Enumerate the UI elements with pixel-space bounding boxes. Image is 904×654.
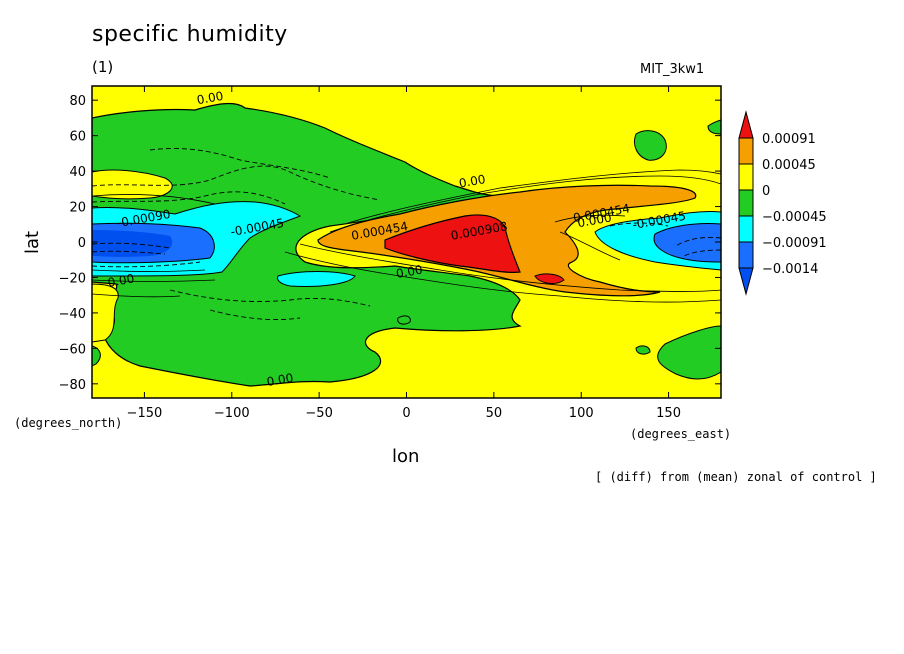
colorbar-swatch	[738, 241, 754, 269]
y-tick-label: −80	[59, 378, 86, 393]
run-name: MIT_3kw1	[640, 62, 705, 77]
colorbar-label: −0.00045	[762, 210, 827, 225]
colorbar-label: −0.0014	[762, 262, 818, 277]
field-red-small	[534, 273, 565, 284]
colorbar-label: 0	[762, 184, 770, 199]
colorbar-top-arrow	[738, 110, 754, 139]
positive-contours	[92, 169, 721, 303]
plot-area	[92, 86, 721, 398]
y-tick-label: −60	[59, 342, 86, 357]
colorbar-swatch	[738, 189, 754, 217]
y-tick-label: 40	[69, 165, 86, 180]
x-tick-label: 150	[656, 406, 681, 421]
field-red	[384, 214, 521, 273]
contour-label: 0.00	[266, 371, 295, 389]
y-tick-label: −20	[59, 271, 86, 286]
lat-unit-label: (degrees_north)	[14, 416, 123, 430]
contour-label: 0.00	[107, 271, 136, 289]
colorbar: 0.00091 0.00045 0 −0.00045 −0.00091 −0.0014	[738, 110, 827, 296]
field-blue-east	[653, 223, 721, 263]
x-tick-label: −150	[127, 406, 163, 421]
x-tick-label: 100	[569, 406, 594, 421]
colorbar-swatch	[738, 215, 754, 243]
field-green-blob-sw	[92, 345, 101, 367]
field-green-small-1	[397, 315, 411, 325]
field-green-main	[92, 102, 522, 387]
contour-label: 0.00	[196, 89, 225, 107]
x-tick-label: −50	[305, 406, 332, 421]
field-cyan-patch	[277, 271, 356, 287]
y-tick-label: −40	[59, 307, 86, 322]
colorbar-bottom-arrow	[738, 267, 754, 296]
y-tick-label: 80	[69, 94, 86, 109]
lon-unit-label: (degrees_east)	[630, 427, 732, 441]
field-yellow-sw	[92, 283, 119, 343]
field-green-small-2	[635, 345, 651, 355]
chart-subtitle: (1)	[92, 58, 114, 76]
x-tick-label: −100	[214, 406, 250, 421]
axis-ticks	[92, 86, 721, 398]
y-tick-label: 20	[69, 201, 86, 216]
field-green-ne	[634, 130, 667, 161]
field-green-ne-edge	[707, 119, 721, 135]
contour-label: 0.00	[395, 263, 424, 281]
negative-contours	[92, 148, 721, 320]
y-tick-label: 0	[78, 236, 86, 251]
y-tick-label: 60	[69, 130, 86, 145]
x-tick-label: 0	[402, 406, 410, 421]
field-yellow-island	[92, 169, 173, 200]
colorbar-swatch	[738, 163, 754, 191]
footnote: [ (diff) from (mean) zonal of control ]	[595, 470, 877, 484]
contour-label: 0.00	[458, 172, 487, 190]
x-axis-label: lon	[392, 446, 420, 467]
contour-label: 0.000	[576, 210, 612, 230]
colorbar-swatch	[738, 137, 754, 165]
colorbar-label: −0.00091	[762, 236, 827, 251]
field-green-se	[657, 325, 721, 380]
x-tick-label: 50	[486, 406, 503, 421]
colorbar-label: 0.00091	[762, 132, 816, 147]
axis-tick-labels: −150 −100 −50 0 50 100 150 80 60 40 20 0 −20 −40 −60 −8…	[59, 94, 681, 421]
chart-title: specific humidity	[92, 22, 288, 47]
colorbar-label: 0.00045	[762, 158, 816, 173]
